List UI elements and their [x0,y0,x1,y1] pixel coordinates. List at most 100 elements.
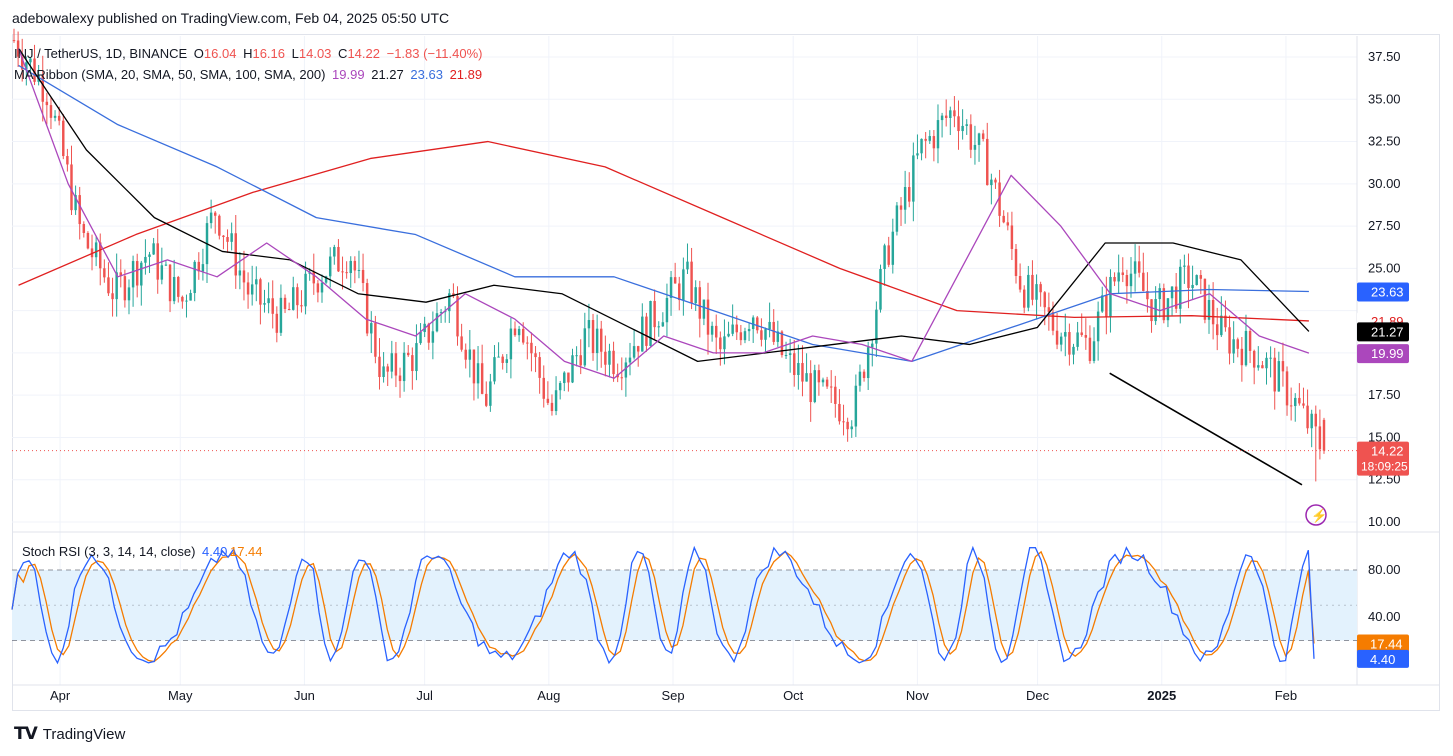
candle-body [1154,299,1157,322]
candle-body [965,124,968,126]
candle-body [370,323,373,334]
candle-body [1285,371,1289,406]
time-axis-label: May [168,688,193,703]
candle-body [1051,312,1055,331]
sma200-line [18,140,1309,322]
candle-body [953,110,956,117]
candle-body [981,133,985,139]
candle-body [509,328,513,360]
candle-body [172,276,176,302]
candle-body [686,261,689,270]
stoch-axis-label: 40.00 [1368,609,1401,624]
stoch-k-value: 4.40 [202,544,228,559]
candle-body [591,320,595,354]
candle-body [1035,284,1038,300]
candle-body [719,337,722,350]
candle-body [624,362,628,378]
candle-body [875,309,878,344]
candle-body [1183,265,1186,267]
candle-body [772,321,775,342]
stoch-k-badge: 4.40 [1370,652,1395,667]
price-legend: INJ / TetherUS, 1D, BINANCE O16.04 H16.1… [14,46,486,61]
candle-body [1261,365,1264,369]
candle-body [526,342,529,344]
candle-body [920,138,923,154]
candle-body [1121,272,1125,276]
candle-body [751,317,755,330]
candle-body [1105,295,1108,317]
candle-body [275,313,279,333]
candle-body [123,276,127,301]
candle-body [768,321,771,330]
lightning-icon: ⚡ [1311,508,1327,524]
time-axis-label: Jul [416,688,433,703]
candle-body [1174,286,1178,309]
candle-body [887,245,890,265]
candle-body [558,383,562,391]
close-label: C [338,46,348,61]
candle-body [1203,278,1207,320]
candle-body [312,271,316,284]
ma20-value: 19.99 [332,67,365,82]
candle-body [554,390,558,412]
candle-body [1158,288,1161,300]
low-label: L [291,46,299,61]
candle-body [222,235,225,238]
price-axis-label: 15.00 [1368,429,1401,444]
candle-body [645,316,648,346]
candle-body [226,237,229,242]
candle-body [1076,332,1079,347]
candle-body [1179,266,1182,309]
high-value: 16.16 [252,46,286,61]
candle-body [1191,284,1194,289]
candle-body [160,265,164,280]
candle-body [546,398,550,403]
candle-body [480,363,484,394]
candle-body [213,212,217,216]
candle-body [805,373,808,382]
candle-body [595,328,599,354]
candle-body [177,276,180,297]
candle-body [16,40,20,57]
candle-body [1302,403,1305,406]
candle-body [793,353,796,375]
candle-body [271,298,274,314]
price-axis-label: 27.50 [1368,218,1401,233]
candle-body [908,187,911,202]
candle-body [710,325,714,335]
candle-body [12,40,16,42]
candle-body [119,272,122,277]
candle-body [1113,276,1116,282]
candle-body [760,330,763,340]
candle-body [530,342,533,354]
candle-body [505,359,509,363]
ma50-value: 21.27 [371,67,404,82]
ma100-value: 23.63 [410,67,443,82]
symbol-label[interactable]: INJ / TetherUS, 1D, BINANCE [14,46,188,61]
candle-body [1273,357,1276,392]
candle-body [62,120,65,157]
candle-body [353,260,357,271]
candle-body [706,299,710,335]
candle-body [390,353,394,372]
candle-body [571,355,574,383]
candle-body [74,195,77,211]
candle-body [218,215,221,236]
candle-body [140,262,143,286]
candle-body [1322,419,1326,451]
candle-body [858,371,862,386]
candle-body [661,322,665,327]
candle-body [1187,265,1190,289]
footer-brand[interactable]: TradingView [42,725,126,743]
candle-body [234,233,237,276]
ma-title[interactable]: MA Ribbon (SMA, 20, SMA, 50, SMA, 100, S… [14,67,326,82]
candle-body [517,328,521,336]
candle-body [682,269,685,301]
candle-body [821,379,825,383]
candle-body [636,346,640,352]
close-value: 14.22 [347,46,380,61]
stoch-title[interactable]: Stoch RSI (3, 3, 14, 14, close) [22,544,196,559]
candle-body [341,271,344,273]
candle-body [485,393,488,406]
